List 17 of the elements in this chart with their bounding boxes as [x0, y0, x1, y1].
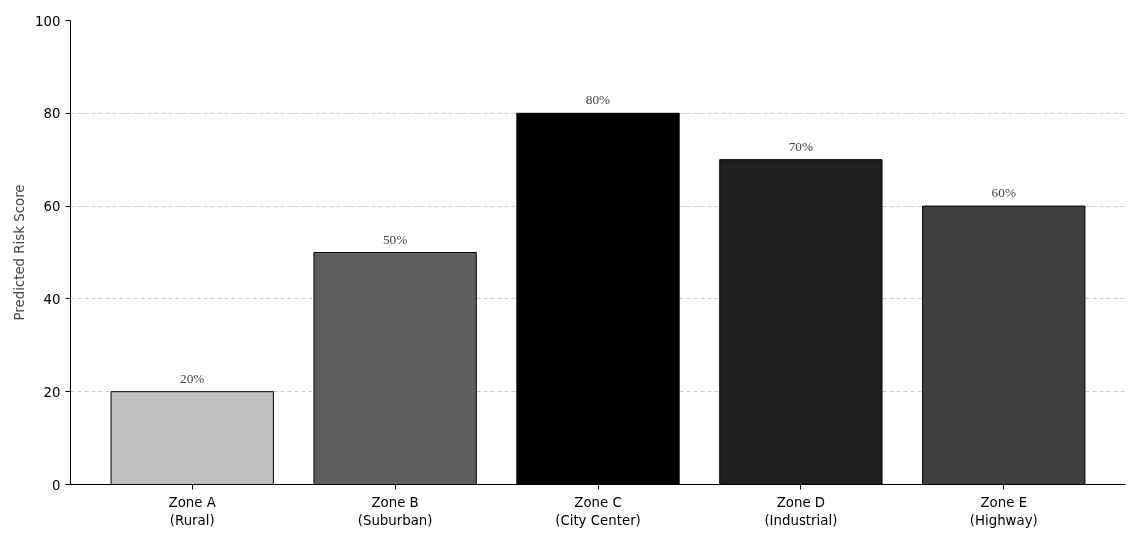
y-axis-title: Predicted Risk Score — [12, 184, 28, 321]
data-label: 50% — [382, 231, 408, 247]
data-label: 60% — [991, 185, 1016, 201]
y-tick-label: 40 — [43, 291, 61, 307]
y-tick-label: 80 — [43, 106, 61, 122]
y-tick-label: 20 — [43, 384, 61, 400]
x-tick-label: Zone D (Industrial) — [764, 494, 838, 528]
y-tick-label: 0 — [52, 477, 61, 493]
data-label: 70% — [788, 138, 814, 154]
data-label: 20% — [180, 370, 205, 386]
data-label: 80% — [585, 92, 611, 108]
y-tick-label: 60 — [43, 199, 61, 215]
x-tick-label: Zone E (Highway) — [969, 494, 1038, 528]
x-tick-label: Zone C (City Center) — [555, 494, 641, 528]
x-tick-label: Zone B (Suburban) — [357, 494, 433, 528]
y-tick-label: 100 — [35, 13, 61, 29]
x-tick-label: Zone A (Rural) — [168, 494, 216, 528]
